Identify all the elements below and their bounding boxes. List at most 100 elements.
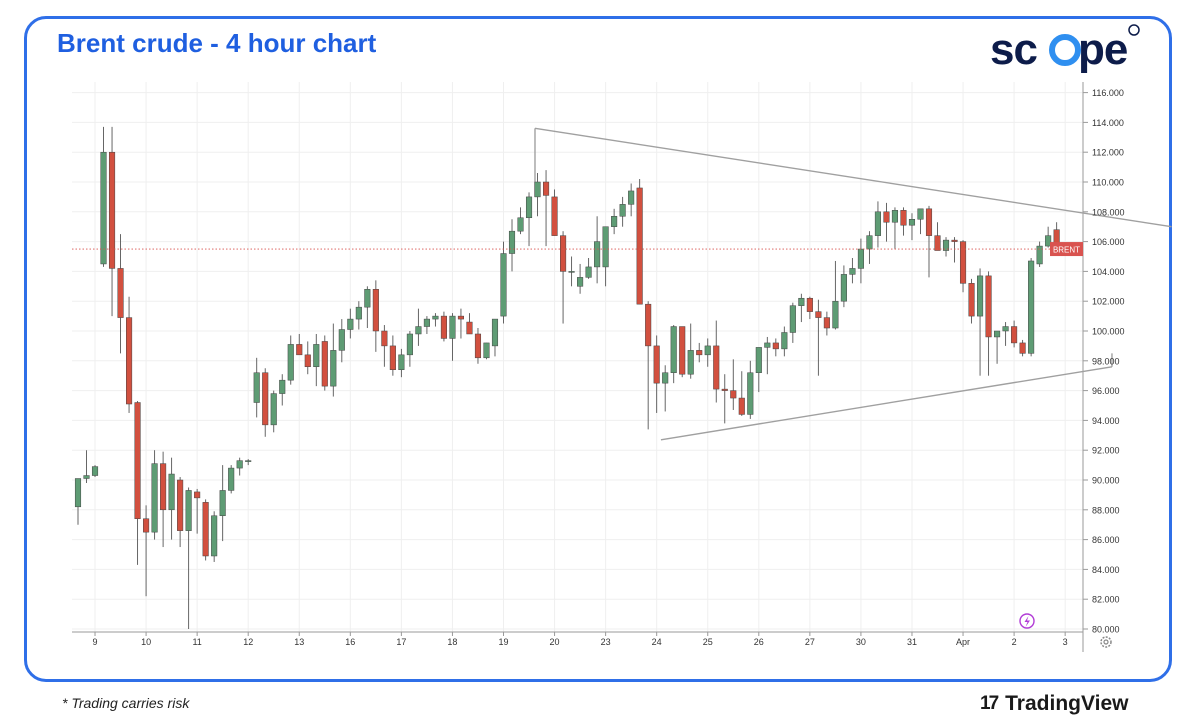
candle-body	[687, 350, 694, 375]
candle	[849, 257, 856, 284]
candle-body	[177, 479, 184, 531]
candle-body	[338, 329, 345, 351]
candle	[823, 311, 830, 336]
candle-body	[372, 289, 379, 332]
candle-body	[1002, 326, 1009, 332]
candle-body	[313, 344, 320, 368]
candle	[500, 241, 507, 324]
candle-body	[866, 235, 873, 250]
candle-body	[508, 230, 516, 254]
candle	[977, 268, 984, 376]
candle	[764, 336, 771, 375]
candle	[100, 126, 107, 267]
candle-body	[994, 330, 1001, 338]
candle	[917, 208, 924, 235]
candle-body	[874, 211, 881, 236]
candle-body	[696, 350, 703, 356]
time-axis: 9 10 11 12 13 16 17 18 19 20 23 24 25 26 27 30 31 Apr 2 3	[93, 632, 1068, 647]
y-tick-label: 92.000	[1092, 446, 1120, 456]
candle	[440, 311, 447, 342]
candle	[466, 313, 473, 335]
x-tick-label: 11	[192, 637, 201, 647]
candle-body	[262, 372, 269, 426]
candle-body	[279, 379, 286, 394]
page-title: Brent crude - 4 hour chart	[57, 28, 377, 58]
candle	[789, 302, 796, 343]
y-tick-label: 106.000	[1092, 237, 1125, 247]
candle	[738, 371, 745, 416]
candles	[74, 126, 1060, 629]
candle	[891, 207, 899, 250]
x-tick-label: 31	[907, 637, 917, 647]
candle-body	[381, 330, 388, 347]
candle	[474, 328, 482, 364]
lightning-icon[interactable]	[1019, 613, 1035, 629]
candle	[287, 335, 294, 385]
candle	[1002, 322, 1009, 346]
candle-body	[942, 239, 950, 251]
candle-body	[474, 333, 482, 359]
last-price-label: BRENT	[1053, 246, 1080, 255]
candle-body	[449, 315, 456, 339]
candle-body	[823, 317, 830, 329]
candle-body	[713, 345, 720, 390]
candle-body	[925, 208, 933, 236]
candle-body	[534, 181, 541, 198]
x-tick-label: 25	[703, 637, 713, 647]
candle-body	[959, 241, 967, 284]
candle-body	[457, 315, 464, 320]
candle	[355, 301, 362, 330]
candle-body	[764, 342, 771, 348]
candle-body	[143, 518, 150, 533]
candle	[508, 219, 516, 272]
y-tick-label: 114.000	[1092, 118, 1124, 128]
y-tick-label: 90.000	[1092, 476, 1120, 486]
candle	[108, 126, 116, 317]
settings-gear-icon[interactable]	[1100, 636, 1112, 648]
candle-body	[900, 210, 907, 226]
tradingview-wordmark: TradingView	[1005, 692, 1129, 715]
candle-body	[891, 210, 899, 223]
y-tick-label: 100.000	[1092, 327, 1125, 337]
candle	[219, 465, 226, 542]
candle-body	[440, 315, 447, 339]
candle	[772, 338, 779, 357]
x-tick-label: 19	[498, 637, 508, 647]
candle-body	[355, 306, 362, 320]
candle-body	[798, 297, 805, 306]
candle	[840, 265, 847, 308]
candle	[253, 357, 260, 418]
candle	[449, 313, 456, 361]
price-axis: 80.000 82.000 84.000 86.000 88.000 90.000 92.0…	[1083, 88, 1125, 635]
candle-body	[806, 297, 813, 312]
x-tick-label: 24	[652, 637, 662, 647]
candle-body	[670, 326, 677, 373]
candle-body	[270, 393, 277, 426]
candle	[585, 257, 592, 279]
risk-disclaimer: * Trading carries risk	[62, 695, 190, 711]
y-tick-label: 104.000	[1092, 267, 1125, 277]
candle	[934, 222, 941, 251]
x-tick-label: 20	[550, 637, 560, 647]
candle-body	[1011, 326, 1018, 344]
candle-body	[91, 466, 99, 476]
candle-body	[985, 275, 992, 338]
candle	[338, 319, 345, 363]
x-tick-label: 18	[447, 637, 457, 647]
candle-body	[585, 266, 592, 278]
tradingview-logo[interactable]: 17 TradingView	[980, 692, 1128, 716]
candle-body	[934, 235, 941, 251]
candle-body	[755, 347, 762, 373]
candle-body	[594, 241, 601, 268]
candle-body	[296, 344, 303, 356]
candle	[1011, 320, 1018, 348]
candle-body	[194, 491, 201, 499]
candle	[662, 365, 669, 412]
candle	[134, 401, 141, 565]
candle	[236, 457, 243, 476]
candle-body	[151, 463, 158, 533]
candle-body	[330, 350, 337, 387]
candle	[321, 335, 328, 391]
candle-body	[968, 283, 975, 317]
